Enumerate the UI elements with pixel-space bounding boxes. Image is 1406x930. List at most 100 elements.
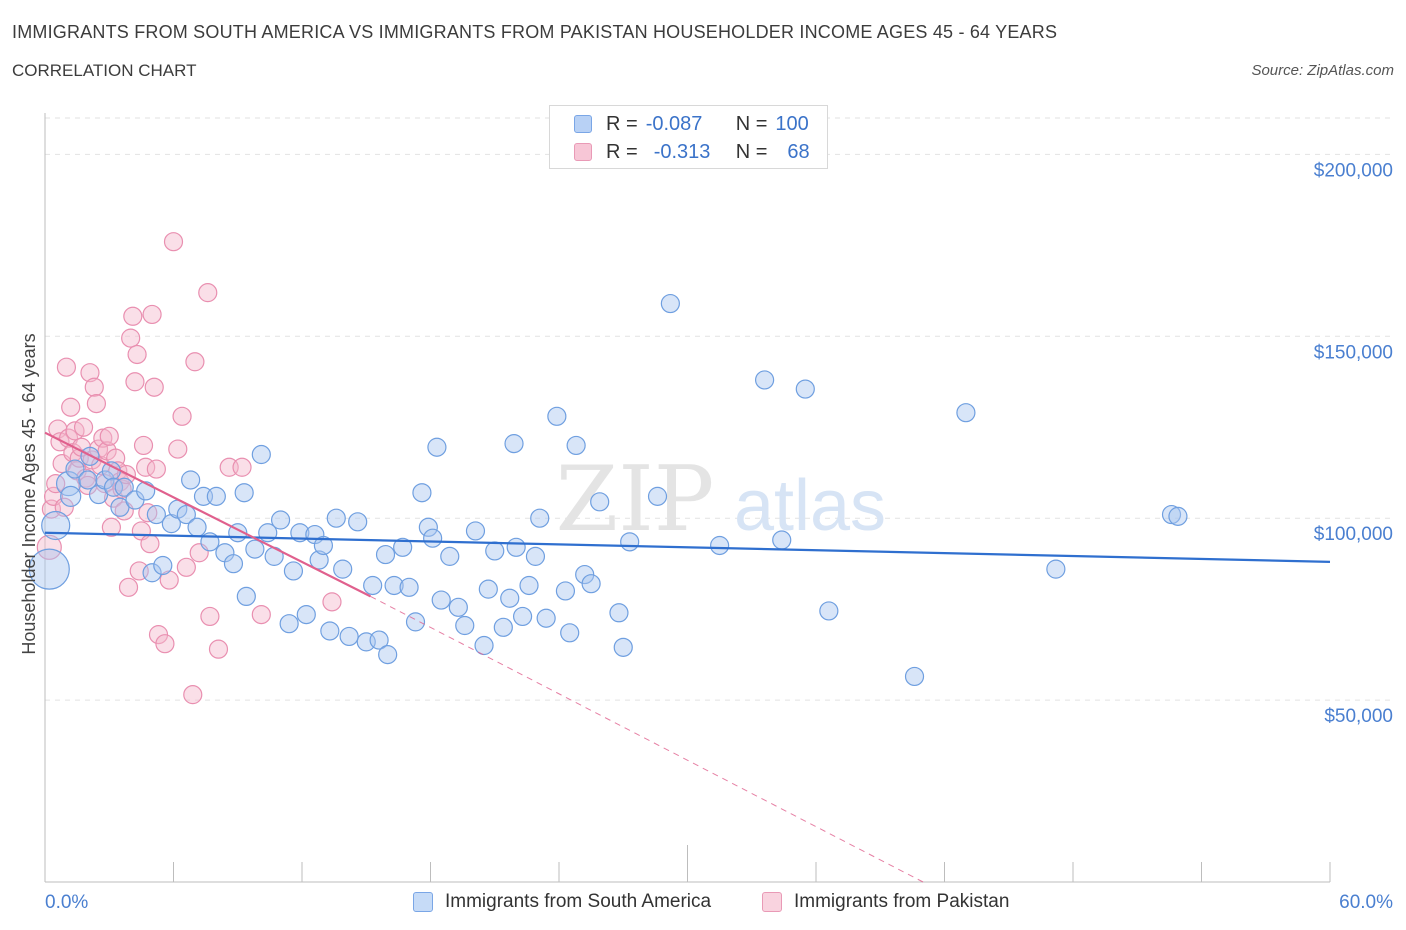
- pakistan-point: [56, 357, 77, 377]
- south-america-point: [613, 637, 633, 657]
- south-america-point: [555, 581, 576, 601]
- south-america-point: [754, 370, 775, 390]
- south-america-point: [506, 537, 526, 557]
- south-america-point: [114, 477, 134, 497]
- n-label: N =: [735, 140, 768, 163]
- pakistan-point: [118, 577, 139, 597]
- south-america-point: [28, 548, 70, 590]
- south-america-point: [136, 481, 156, 501]
- south-america-point: [519, 575, 539, 596]
- south-america-point: [530, 508, 550, 528]
- south-america-point: [590, 492, 610, 512]
- pakistan-points: [36, 232, 342, 705]
- pakistan-point: [198, 283, 218, 303]
- south-america-r-value: -0.087: [645, 112, 703, 135]
- south-america-point: [440, 546, 460, 566]
- south-america-swatch: [574, 115, 592, 133]
- pakistan-point: [176, 557, 196, 577]
- south-america-point: [418, 517, 438, 537]
- pakistan-point: [127, 344, 147, 365]
- pakistan-point: [183, 685, 203, 705]
- pakistan-point: [84, 377, 104, 397]
- legend-row-south-america: R = -0.087 N = 100: [574, 112, 809, 136]
- south-america-point: [560, 623, 580, 643]
- x-tick-label-max: 60.0%: [1339, 892, 1393, 913]
- south-america-point: [647, 486, 668, 506]
- south-america-point: [566, 435, 586, 456]
- south-america-point: [103, 477, 124, 497]
- pakistan-point: [208, 639, 229, 659]
- south-america-point: [333, 559, 353, 579]
- south-america-point: [348, 512, 368, 532]
- south-america-point: [369, 630, 389, 650]
- south-america-point: [236, 586, 256, 607]
- south-america-point: [547, 406, 567, 426]
- pakistan-point: [232, 457, 252, 477]
- y-tick-label: $50,000: [1324, 706, 1393, 727]
- south-america-point: [956, 403, 976, 423]
- south-america-point: [245, 539, 265, 559]
- south-america-n-value: 100: [775, 112, 809, 135]
- south-america-point: [101, 461, 121, 481]
- south-america-point: [181, 470, 201, 490]
- south-america-point: [320, 621, 340, 641]
- x-tick-labels: 0.0% 60.0%: [45, 892, 1393, 913]
- south-america-point: [296, 604, 316, 625]
- pakistan-point: [172, 406, 192, 426]
- pakistan-point: [93, 428, 113, 448]
- pakistan-point: [163, 232, 184, 252]
- south-america-point: [660, 293, 680, 314]
- south-america-point: [609, 603, 629, 623]
- pakistan-legend-label: Immigrants from Pakistan: [794, 891, 1010, 912]
- south-america-point: [393, 537, 413, 557]
- south-america-point: [384, 575, 404, 596]
- source-credit: Source: ZipAtlas.com: [1251, 62, 1394, 79]
- south-america-point: [339, 626, 359, 647]
- legend-item-south-america[interactable]: Immigrants from South America: [413, 889, 711, 915]
- pakistan-point: [80, 363, 100, 383]
- south-america-points: [28, 293, 1188, 687]
- south-america-point: [283, 561, 304, 581]
- south-america-point: [187, 517, 207, 537]
- n-label: N =: [735, 112, 768, 135]
- pakistan-legend-swatch: [762, 892, 782, 912]
- south-america-point: [474, 635, 494, 656]
- y-tick-label: $200,000: [1314, 160, 1393, 181]
- y-tick-labels: $50,000 $100,000 $150,000 $200,000: [1314, 160, 1393, 727]
- south-america-legend-swatch: [413, 892, 433, 912]
- south-america-point: [153, 555, 173, 576]
- pakistan-n-value: 68: [787, 140, 810, 163]
- pakistan-point: [99, 426, 119, 446]
- pakistan-point: [144, 377, 164, 397]
- south-america-point: [399, 577, 419, 597]
- south-america-point: [290, 523, 310, 543]
- south-america-point: [536, 608, 556, 628]
- south-america-point: [819, 601, 839, 621]
- pakistan-swatch: [574, 143, 592, 161]
- south-america-point: [234, 483, 254, 503]
- south-america-point: [512, 606, 533, 627]
- south-america-point: [146, 504, 166, 525]
- south-america-point: [378, 645, 398, 665]
- r-label: R =: [606, 140, 638, 163]
- south-america-point: [412, 483, 432, 503]
- south-america-point: [485, 541, 505, 561]
- pakistan-trend-line: [44, 431, 372, 598]
- south-america-point: [504, 434, 524, 454]
- south-america-point: [270, 510, 291, 530]
- south-america-point: [427, 437, 447, 457]
- south-america-point: [525, 546, 546, 566]
- pakistan-point: [133, 435, 154, 456]
- pakistan-point: [185, 352, 205, 372]
- south-america-point: [223, 554, 244, 574]
- south-america-point: [710, 535, 730, 556]
- south-america-point: [326, 508, 346, 528]
- pakistan-point: [142, 304, 162, 325]
- south-america-point: [405, 612, 426, 632]
- legend-item-pakistan[interactable]: Immigrants from Pakistan: [762, 889, 1009, 915]
- south-america-point: [251, 444, 271, 465]
- south-america-point: [375, 544, 396, 565]
- pakistan-point: [140, 534, 160, 554]
- pakistan-point: [168, 439, 188, 459]
